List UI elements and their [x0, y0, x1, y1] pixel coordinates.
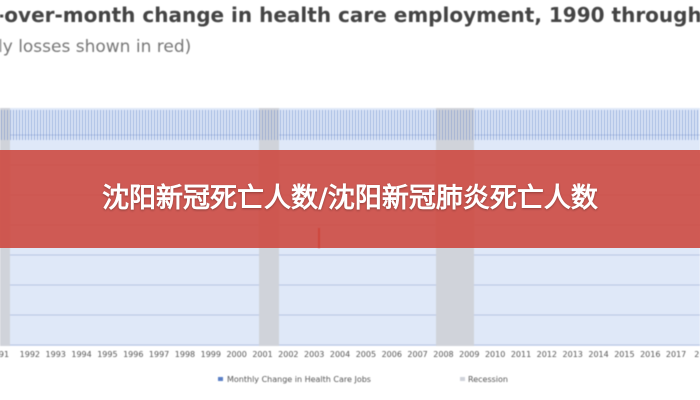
x-tick-label: 2003	[304, 350, 324, 359]
x-tick-label: 2006	[382, 350, 402, 359]
banner-text: 沈阳新冠死亡人数/沈阳新冠肺炎死亡人数	[102, 183, 598, 214]
x-tick-label: 2001	[252, 350, 272, 359]
x-tick-label: 2002	[278, 350, 298, 359]
subtitle: ly losses shown in red)	[0, 37, 191, 57]
x-tick-label: 1995	[97, 350, 117, 359]
legend-swatch	[218, 377, 223, 381]
x-tick-label: 91	[0, 350, 9, 359]
x-tick-label: 1993	[46, 350, 66, 359]
title: -over-month change in health care employ…	[0, 3, 700, 27]
x-tick-label: 2010	[485, 350, 505, 359]
x-tick-label: 2007	[407, 350, 427, 359]
x-tick-label: 2016	[640, 350, 660, 359]
x-tick-label: 1996	[123, 350, 143, 359]
x-tick-label: 2011	[511, 350, 531, 359]
x-tick-label: 1997	[149, 350, 169, 359]
x-tick-label: 201	[694, 350, 700, 359]
x-tick-label: 1998	[175, 350, 195, 359]
x-tick-label: 2004	[330, 350, 350, 359]
x-tick-label: 2017	[666, 350, 686, 359]
legend-swatch	[460, 377, 465, 381]
x-tick-label: 2014	[588, 350, 608, 359]
x-tick-label: 1992	[20, 350, 40, 359]
legend-label: Recession	[468, 375, 508, 384]
x-tick-label: 2000	[226, 350, 246, 359]
x-tick-label: 2012	[537, 350, 557, 359]
x-tick-label: 2015	[614, 350, 634, 359]
x-tick-label: 2013	[563, 350, 583, 359]
x-tick-label: 2009	[459, 350, 479, 359]
x-tick-label: 2005	[356, 350, 376, 359]
banner: 沈阳新冠死亡人数/沈阳新冠肺炎死亡人数	[0, 150, 700, 248]
x-tick-label: 2008	[433, 350, 453, 359]
x-axis: 91 1992 1993 1994 1995 1996 1997 1998 1999 2000 20…	[0, 350, 700, 359]
legend-label: Monthly Change in Health Care Jobs	[227, 375, 371, 384]
x-tick-label: 1999	[201, 350, 221, 359]
x-tick-label: 1994	[71, 350, 91, 359]
